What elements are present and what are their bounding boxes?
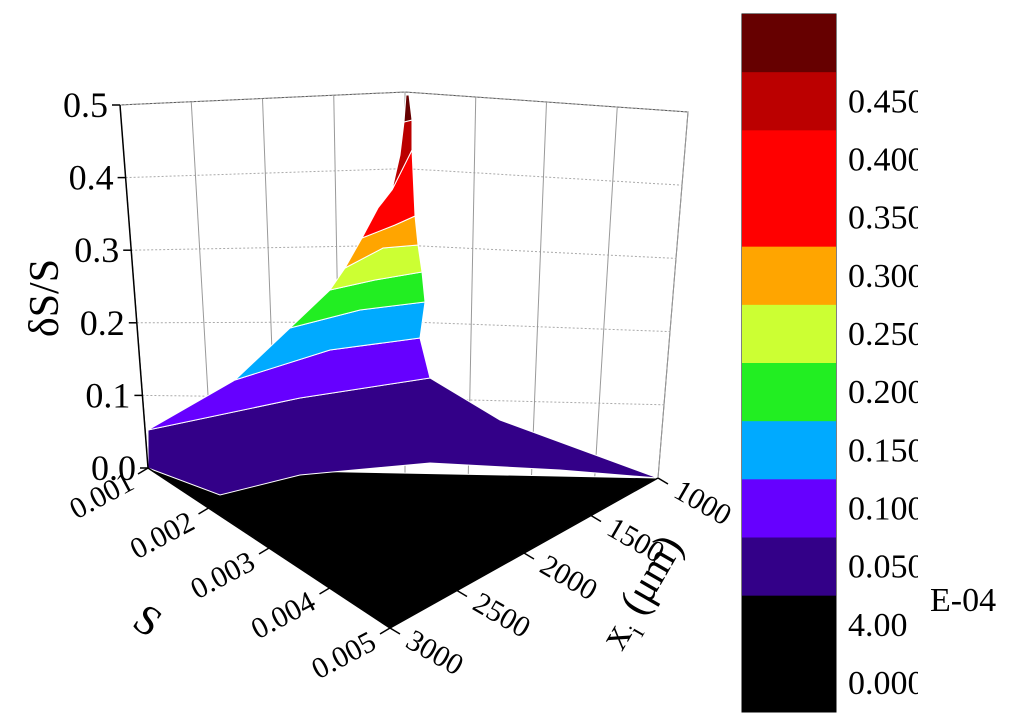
surface [146, 94, 660, 629]
legend-swatch [742, 363, 836, 422]
legend-swatch [742, 130, 836, 189]
s-axis-title: S [125, 596, 170, 647]
legend-label: 0.400 [848, 141, 925, 178]
z-axis-title: δS/S [22, 259, 68, 337]
s-tick-label: 0.002 [125, 505, 200, 566]
z-tick-label: 0.4 [69, 158, 114, 198]
s-tick [198, 507, 209, 515]
legend-label: 0.000 [848, 665, 925, 702]
legend-label: 0.450 [848, 83, 925, 120]
legend-swatch [742, 14, 836, 73]
legend-swatch [742, 72, 836, 131]
x-tick-label: 2500 [468, 586, 536, 645]
legend-label: 0.150 [848, 432, 925, 469]
s-tick [379, 627, 391, 635]
x-tick [657, 477, 669, 485]
x-grid-line [594, 106, 618, 478]
s-tick [258, 547, 270, 555]
s-tick-label: 0.004 [246, 585, 321, 646]
legend-swatch [742, 246, 836, 306]
legend-swatch [742, 421, 836, 480]
legend-label: 4.00 [848, 607, 908, 644]
x-tick-label: 1000 [669, 473, 737, 532]
legend-label: 0.200 [848, 374, 925, 411]
x-tick [590, 514, 602, 523]
z-tick-label: 0.1 [85, 375, 130, 415]
z-axis-line [119, 104, 149, 469]
x-grid-line [531, 101, 547, 477]
legend-label: 0.050 [848, 549, 925, 586]
legend-swatch [742, 653, 836, 713]
x-axis-title-main: x [591, 616, 641, 657]
z-tick-label: 0.2 [80, 303, 125, 343]
surface-band-maroon [403, 94, 413, 123]
legend-label: 0.250 [848, 316, 925, 353]
z-tick-label: 0.0 [91, 448, 136, 488]
legend-swatch [742, 595, 836, 655]
s-tick-label: 0.003 [185, 545, 260, 606]
x-grid-line [657, 111, 689, 479]
legend-label: 0.100 [848, 490, 925, 527]
legend-label: 0.300 [848, 258, 925, 295]
legend-swatch [742, 188, 836, 248]
z-axis-ticks: 0.0 0.1 0.2 0.3 0.4 0.5 [63, 85, 148, 488]
legend-swatch [742, 479, 836, 538]
z-tick-label: 0.3 [74, 230, 119, 270]
z-tick-label: 0.5 [63, 85, 108, 125]
x-tick-label: 2000 [535, 548, 603, 607]
x-tick-label: 3000 [401, 623, 469, 682]
legend-swatch [742, 304, 836, 364]
legend-swatch [742, 537, 836, 597]
legend-exponent-note: E-04 [930, 582, 996, 619]
x-axis-title: x i (μm) [591, 527, 692, 657]
x-tick [389, 627, 401, 635]
x-tick [523, 552, 535, 560]
color-legend: 0.450 0.400 0.350 0.300 0.250 0.200 0.150 0.100… [741, 13, 925, 713]
x-tick [456, 589, 468, 598]
s-tick [137, 467, 149, 475]
s-tick-label: 0.005 [306, 625, 381, 686]
legend-label: 0.350 [848, 200, 925, 237]
z-grid-line [125, 168, 683, 186]
s-tick [319, 587, 330, 595]
